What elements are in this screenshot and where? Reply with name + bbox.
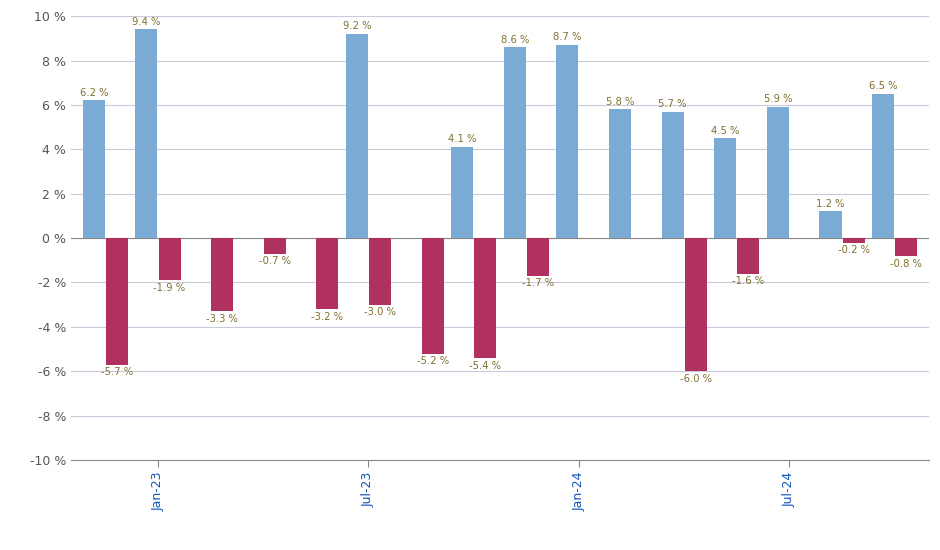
Text: -5.2 %: -5.2 %	[416, 356, 448, 366]
Bar	[135, 30, 157, 238]
Text: 8.6 %: 8.6 %	[501, 35, 529, 45]
Text: 6.2 %: 6.2 %	[80, 88, 108, 98]
Text: -1.9 %: -1.9 %	[153, 283, 185, 293]
Text: 5.8 %: 5.8 %	[605, 97, 634, 107]
Bar	[369, 238, 391, 305]
Text: -3.0 %: -3.0 %	[364, 307, 396, 317]
Text: -0.2 %: -0.2 %	[838, 245, 870, 255]
Bar	[212, 238, 233, 311]
Bar	[609, 109, 631, 238]
Bar	[872, 94, 894, 238]
Text: -0.8 %: -0.8 %	[890, 258, 922, 268]
Text: -3.2 %: -3.2 %	[311, 312, 343, 322]
Text: -5.4 %: -5.4 %	[469, 361, 501, 371]
Bar	[737, 238, 760, 273]
Bar	[895, 238, 917, 256]
Bar	[684, 238, 707, 371]
Text: 9.4 %: 9.4 %	[133, 16, 161, 27]
Text: 4.5 %: 4.5 %	[711, 125, 740, 135]
Text: -1.7 %: -1.7 %	[522, 278, 554, 289]
Text: -6.0 %: -6.0 %	[680, 374, 712, 384]
Bar	[714, 138, 736, 238]
Text: 9.2 %: 9.2 %	[343, 21, 371, 31]
Bar	[820, 211, 841, 238]
Bar	[422, 238, 444, 354]
Bar	[504, 47, 525, 238]
Text: -3.3 %: -3.3 %	[206, 314, 238, 324]
Bar	[451, 147, 473, 238]
Text: 4.1 %: 4.1 %	[448, 134, 477, 145]
Text: 5.7 %: 5.7 %	[658, 99, 687, 109]
Text: 5.9 %: 5.9 %	[763, 95, 792, 104]
Text: 6.5 %: 6.5 %	[869, 81, 898, 91]
Bar	[526, 238, 549, 276]
Bar	[662, 112, 683, 238]
Text: -5.7 %: -5.7 %	[101, 367, 133, 377]
Text: -0.7 %: -0.7 %	[258, 256, 290, 266]
Text: 1.2 %: 1.2 %	[816, 199, 845, 209]
Bar	[842, 238, 865, 243]
Bar	[159, 238, 180, 280]
Bar	[767, 107, 789, 238]
Bar	[556, 45, 578, 238]
Bar	[106, 238, 128, 365]
Bar	[264, 238, 286, 254]
Text: -1.6 %: -1.6 %	[732, 276, 764, 287]
Bar	[83, 101, 105, 238]
Bar	[475, 238, 496, 358]
Text: 8.7 %: 8.7 %	[553, 32, 582, 42]
Bar	[317, 238, 338, 309]
Bar	[346, 34, 368, 238]
